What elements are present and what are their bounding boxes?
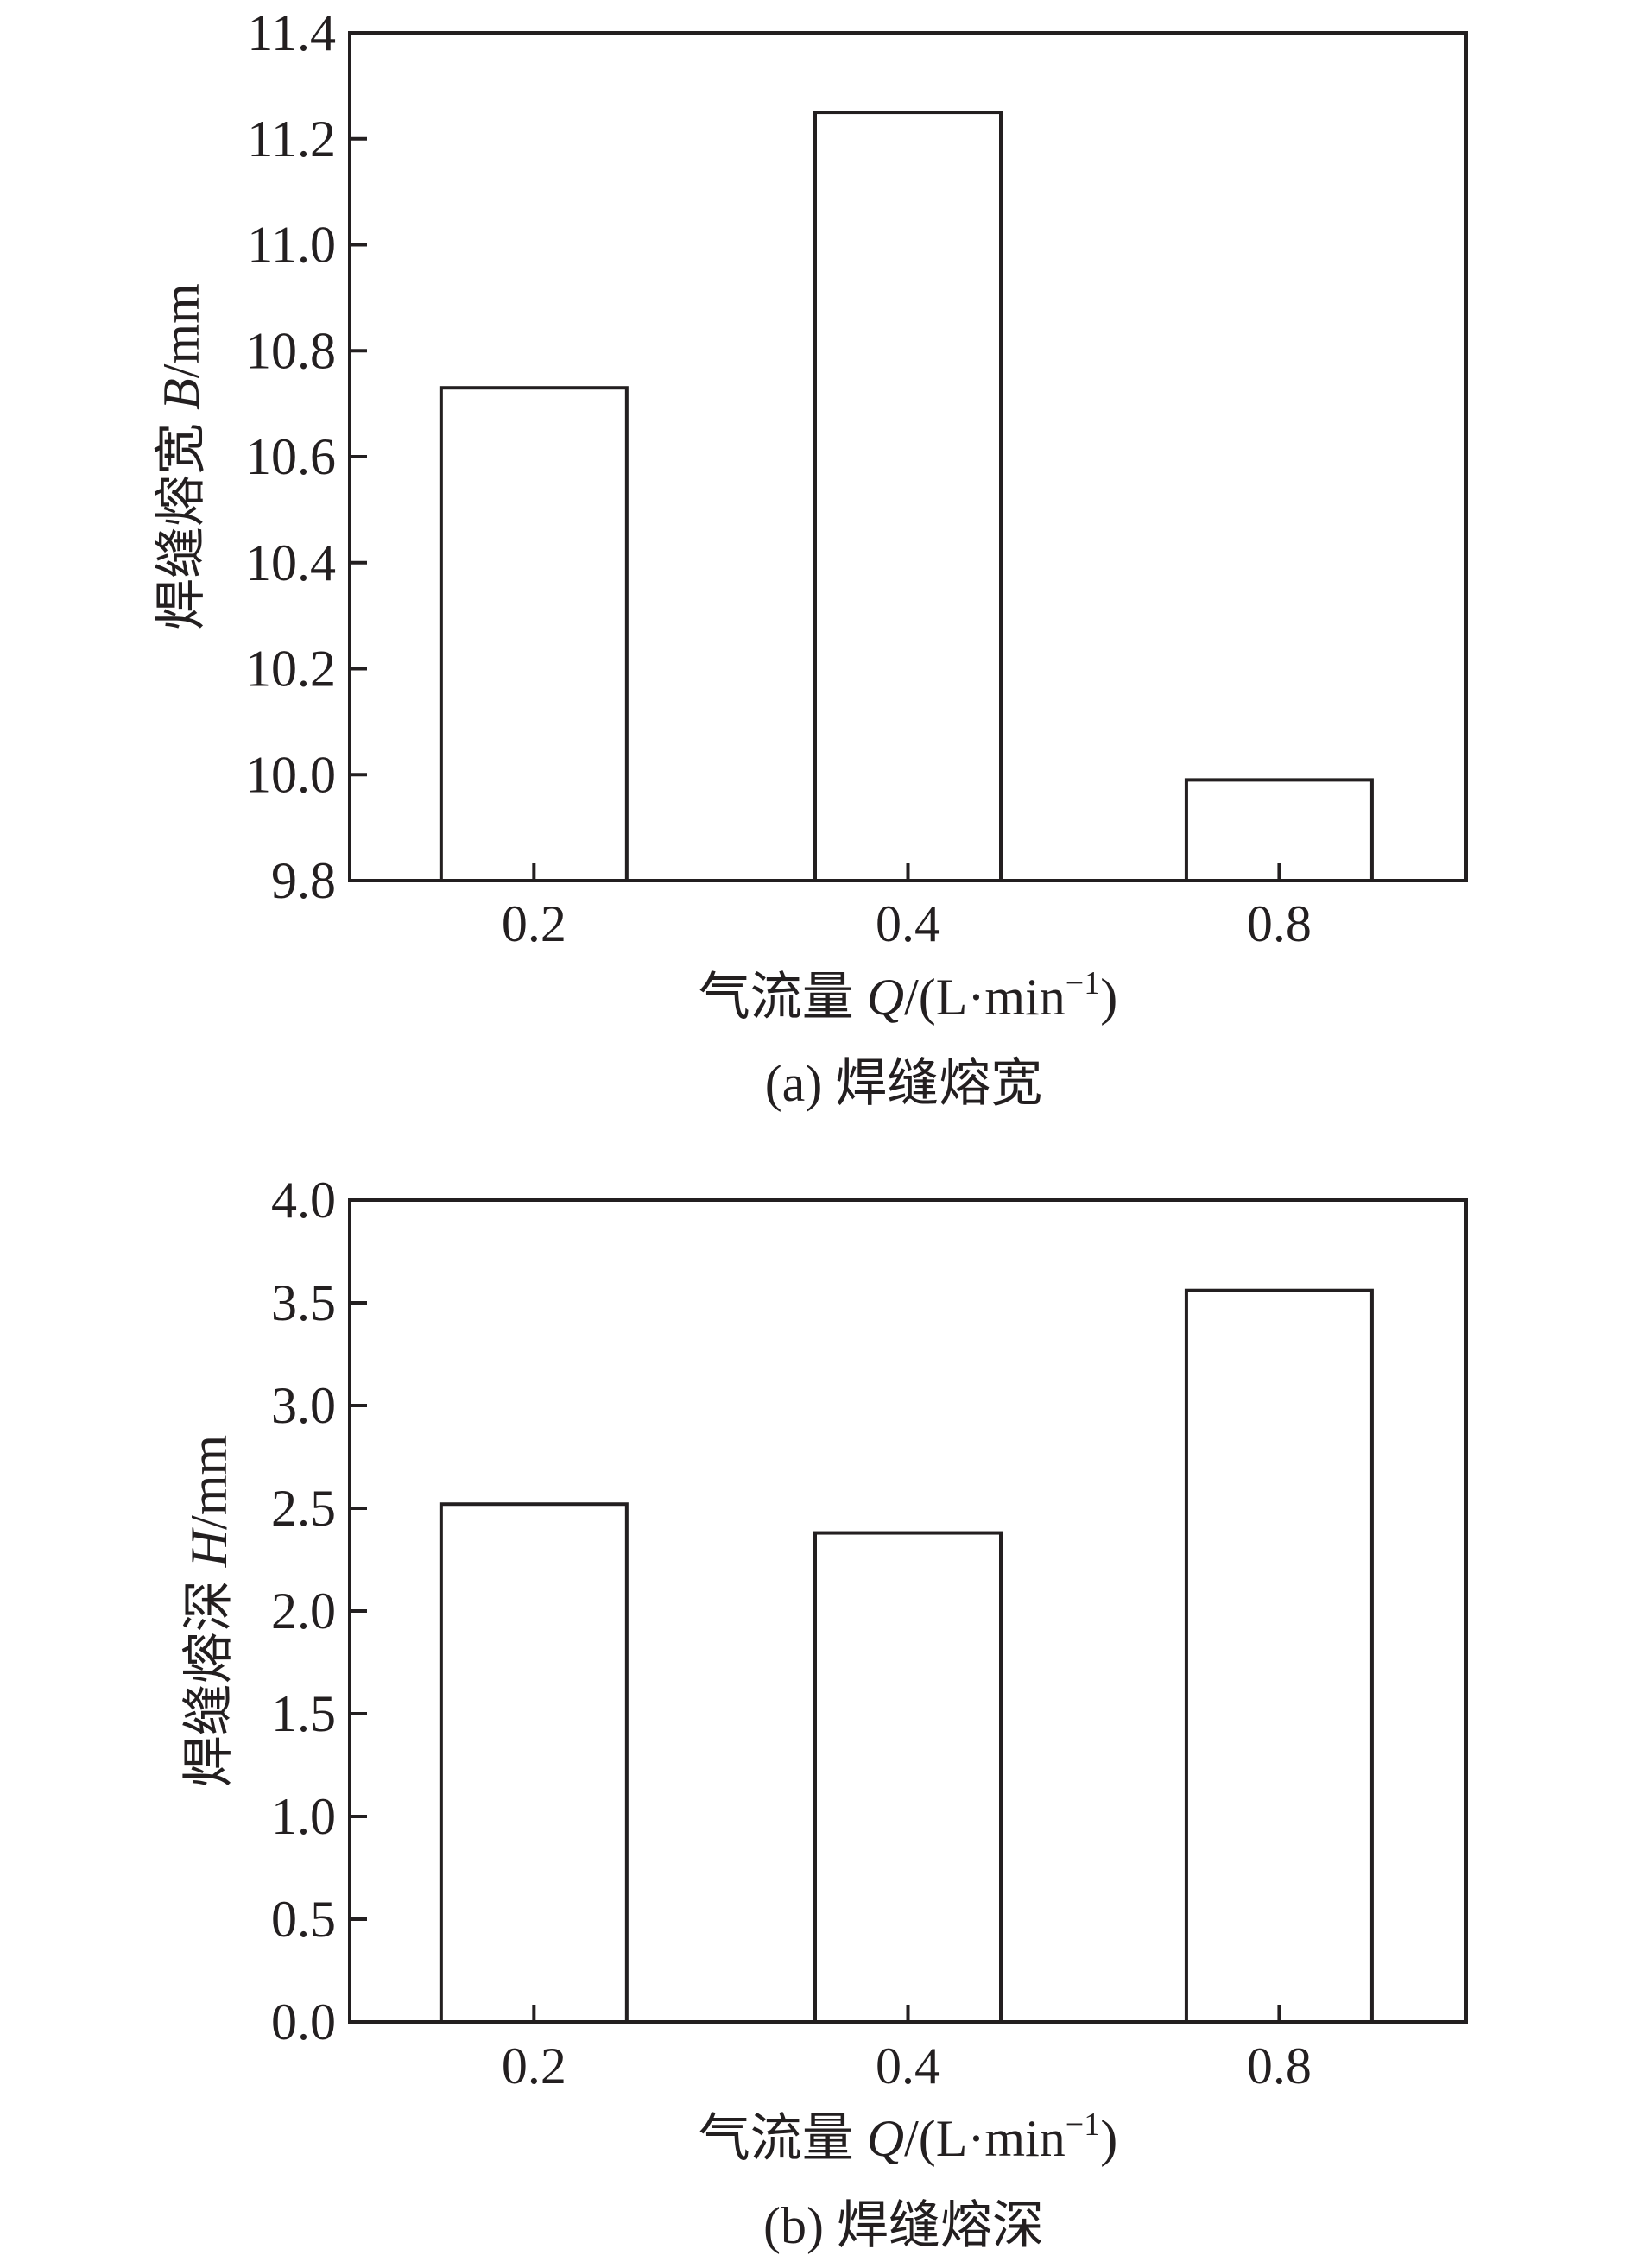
- panel-caption: (a) 焊缝熔宽: [765, 1055, 1043, 1112]
- y-tick-label: 3.0: [271, 1377, 336, 1434]
- y-tick-label: 0.0: [271, 1993, 336, 2050]
- bar-0.2: [439, 386, 629, 882]
- y-tick-label: 1.5: [271, 1685, 336, 1742]
- y-axis-label: 焊缝熔宽 B/mm: [153, 283, 210, 630]
- x-tick-label: 0.2: [502, 2037, 566, 2094]
- x-axis-label: 气流量 Q/(L·min−1): [699, 965, 1117, 1026]
- y-tick-label: 0.5: [271, 1891, 336, 1948]
- x-tick-label: 0.4: [876, 895, 940, 952]
- y-tick-label: 10.2: [245, 641, 336, 698]
- x-tick-label: 0.8: [1247, 895, 1312, 952]
- y-tick-label: 3.5: [271, 1274, 336, 1331]
- chart-panel-b: 0.0 0.5 1.0 1.5 2.0 2.5 3.0 3.5 4.0 0.2 0.4 0.8 气流量 …: [180, 1172, 1468, 2254]
- y-tick-label: 1.0: [271, 1788, 336, 1845]
- bar-0.2: [439, 1502, 629, 2024]
- bar-0.4: [813, 111, 1003, 882]
- x-tick-label: 0.4: [876, 2037, 940, 2094]
- y-tick-label: 9.8: [271, 852, 336, 909]
- chart-panel-a: 9.8 10.0 10.2 10.4 10.6 10.8 11.0 11.2 11.4 0.2 0.…: [153, 4, 1468, 1112]
- y-tick-label: 11.4: [247, 4, 336, 61]
- y-tick-label: 11.0: [247, 217, 336, 274]
- panel-caption: (b) 焊缝熔深: [763, 2197, 1044, 2254]
- y-tick-label: 10.6: [245, 428, 336, 485]
- x-axis-label: 气流量 Q/(L·min−1): [699, 2107, 1117, 2167]
- y-tick-label: 4.0: [271, 1172, 336, 1229]
- y-tick-label: 2.0: [271, 1583, 336, 1639]
- y-tick-label: 10.4: [245, 534, 336, 591]
- y-tick-label: 10.8: [245, 322, 336, 379]
- bar-0.8: [1184, 1288, 1374, 2024]
- bar-0.4: [813, 1531, 1003, 2025]
- y-tick-label: 11.2: [247, 111, 336, 167]
- x-tick-label: 0.2: [502, 895, 566, 952]
- y-tick-label: 2.5: [271, 1480, 336, 1537]
- y-axis-label: 焊缝熔深 H/mm: [180, 1435, 237, 1787]
- x-tick-label: 0.8: [1247, 2037, 1312, 2094]
- y-tick-label: 10.0: [245, 746, 336, 803]
